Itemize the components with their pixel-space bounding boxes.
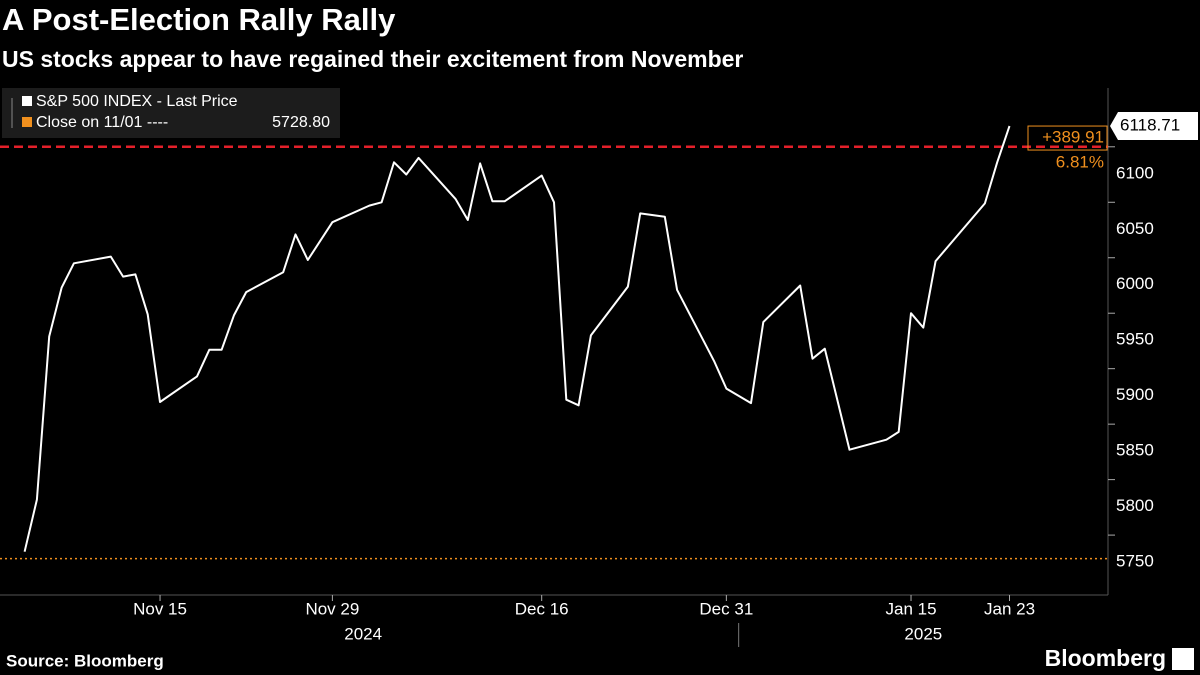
last-value-label: 6118.71 xyxy=(1120,116,1180,135)
legend-swatch xyxy=(22,96,32,106)
y-tick-label: 5800 xyxy=(1116,496,1154,515)
x-tick-label: Dec 31 xyxy=(699,599,753,618)
y-tick-label: 5750 xyxy=(1116,552,1154,571)
y-tick-label: 5950 xyxy=(1116,330,1154,349)
last-value-box xyxy=(1110,112,1198,141)
chart-title: A Post-Election Rally Rally xyxy=(2,2,396,37)
x-tick-label: Jan 15 xyxy=(885,599,936,618)
source: Source: Bloomberg xyxy=(6,651,164,670)
logo: Bloomberg xyxy=(1045,645,1166,671)
change-annotation: 6.81% xyxy=(1056,153,1104,172)
logo-icon xyxy=(1172,648,1194,670)
x-tick-label: Nov 29 xyxy=(305,599,359,618)
legend-box xyxy=(2,88,340,138)
legend-swatch xyxy=(22,117,32,127)
price-line xyxy=(23,125,1011,552)
year-label: 2025 xyxy=(904,624,942,643)
legend-value: 5728.80 xyxy=(272,114,330,131)
y-tick-label: 6000 xyxy=(1116,274,1154,293)
y-tick-label: 6050 xyxy=(1116,219,1154,238)
change-annotation: +389.91 xyxy=(1042,128,1104,147)
legend-label: Close on 11/01 ---- xyxy=(36,114,168,131)
annotation-box xyxy=(1027,125,1108,151)
x-tick-label: Nov 15 xyxy=(133,599,187,618)
x-tick-label: Dec 16 xyxy=(515,599,569,618)
y-tick-label: 6100 xyxy=(1116,163,1154,182)
year-label: 2024 xyxy=(344,624,382,643)
chart-subtitle: US stocks appear to have regained their … xyxy=(2,46,743,72)
y-tick-label: 5900 xyxy=(1116,385,1154,404)
x-tick-label: Jan 23 xyxy=(984,599,1035,618)
y-tick-label: 5850 xyxy=(1116,441,1154,460)
legend-label: S&P 500 INDEX - Last Price xyxy=(36,93,238,110)
